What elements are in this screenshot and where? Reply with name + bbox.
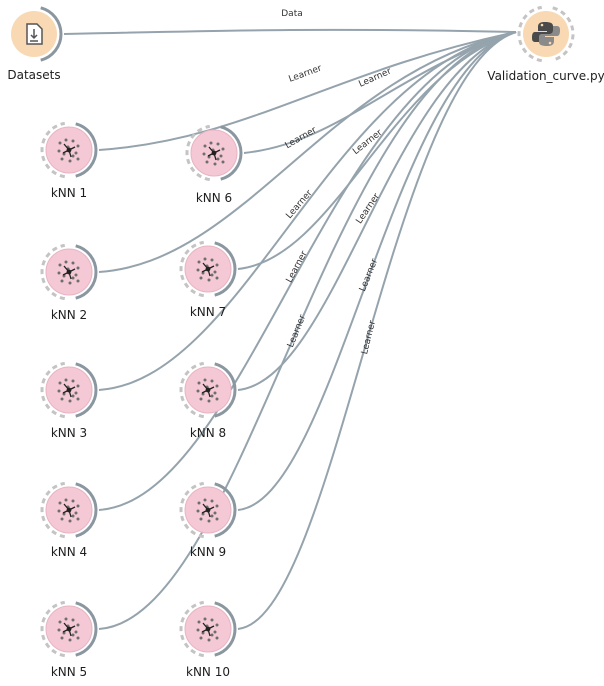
- knn-icon: [202, 141, 225, 166]
- input-channel-knn8[interactable]: [179, 361, 205, 419]
- link-label-knn5: Learner: [286, 313, 308, 349]
- output-channel-knn1[interactable]: [75, 122, 98, 178]
- link-label-knn6: Learner: [357, 66, 393, 89]
- link-knn3-to-validation[interactable]: [98, 31, 517, 391]
- node-datasets[interactable]: [11, 6, 63, 62]
- node-label-validation[interactable]: Validation_curve.py: [487, 69, 604, 83]
- link-label-knn9: Learner: [358, 257, 380, 293]
- link-label-knn2: Learner: [284, 125, 319, 151]
- input-channel-knn2[interactable]: [40, 243, 66, 301]
- node-validation[interactable]: [517, 5, 575, 63]
- output-channel-knn9[interactable]: [214, 482, 237, 538]
- knn-icon: [196, 378, 219, 403]
- knn-icon: [57, 498, 80, 523]
- node-knn5[interactable]: [40, 600, 98, 658]
- link-label-knn10: Learner: [360, 319, 378, 355]
- input-channel-validation[interactable]: [517, 5, 543, 63]
- link-label-datasets: Data: [281, 9, 303, 19]
- link-knn8-to-validation[interactable]: [237, 31, 517, 391]
- input-channel-knn1[interactable]: [40, 121, 66, 179]
- output-channel-knn10[interactable]: [214, 601, 237, 657]
- node-label-datasets[interactable]: Datasets: [7, 68, 61, 82]
- input-channel-knn7[interactable]: [179, 240, 205, 298]
- link-knn1-to-validation[interactable]: [98, 31, 517, 151]
- node-label-knn8[interactable]: kNN 8: [189, 426, 227, 440]
- knn-icon: [196, 257, 219, 282]
- link-label-knn3: Learner: [284, 188, 314, 221]
- output-channel-knn3[interactable]: [75, 362, 98, 418]
- node-knn3[interactable]: [40, 361, 98, 419]
- link-knn4-to-validation[interactable]: [98, 31, 517, 511]
- node-knn6[interactable]: [185, 124, 243, 182]
- download-icon: [26, 23, 43, 45]
- output-channel-knn5[interactable]: [75, 601, 98, 657]
- output-channel-knn6[interactable]: [220, 125, 243, 181]
- node-label-knn5[interactable]: kNN 5: [50, 665, 88, 679]
- output-channel-datasets[interactable]: [40, 6, 63, 62]
- knn-icon: [196, 498, 219, 523]
- nodes-layer: [11, 5, 575, 658]
- input-channel-knn3[interactable]: [40, 361, 66, 419]
- output-channel-knn8[interactable]: [214, 362, 237, 418]
- knn-icon: [57, 138, 80, 163]
- link-label-knn4: Learner: [285, 249, 310, 284]
- node-label-knn6[interactable]: kNN 6: [195, 191, 233, 205]
- link-knn7-to-validation[interactable]: [237, 31, 517, 270]
- node-knn7[interactable]: [179, 240, 237, 298]
- link-datasets-to-validation[interactable]: [63, 28, 517, 35]
- node-knn8[interactable]: [179, 361, 237, 419]
- node-label-knn3[interactable]: kNN 3: [50, 426, 88, 440]
- node-label-knn7[interactable]: kNN 7: [189, 305, 227, 319]
- input-channel-knn9[interactable]: [179, 481, 205, 539]
- output-channel-validation[interactable]: [552, 6, 575, 62]
- link-label-knn1: Learner: [287, 63, 323, 84]
- input-channel-knn6[interactable]: [185, 124, 211, 182]
- node-knn10[interactable]: [179, 600, 237, 658]
- output-channel-knn2[interactable]: [75, 244, 98, 300]
- node-knn4[interactable]: [40, 481, 98, 539]
- input-channel-knn4[interactable]: [40, 481, 66, 539]
- knn-icon: [196, 617, 219, 642]
- input-channel-knn5[interactable]: [40, 600, 66, 658]
- node-label-knn9[interactable]: kNN 9: [189, 545, 227, 559]
- node-label-knn2[interactable]: kNN 2: [50, 308, 88, 322]
- knn-icon: [57, 617, 80, 642]
- knn-icon: [57, 378, 80, 403]
- links-layer: Data Learner Learner Learner Learner Learner L…: [63, 9, 517, 630]
- output-channel-knn4[interactable]: [75, 482, 98, 538]
- knn-icon: [57, 260, 80, 285]
- link-knn5-to-validation[interactable]: [98, 31, 517, 630]
- link-knn2-to-validation[interactable]: [98, 31, 517, 273]
- node-knn9[interactable]: [179, 481, 237, 539]
- node-label-knn4[interactable]: kNN 4: [50, 545, 88, 559]
- node-knn2[interactable]: [40, 243, 98, 301]
- python-icon: [532, 22, 560, 46]
- output-channel-knn7[interactable]: [214, 241, 237, 297]
- link-knn10-to-validation[interactable]: [237, 31, 517, 630]
- input-channel-knn10[interactable]: [179, 600, 205, 658]
- node-knn1[interactable]: [40, 121, 98, 179]
- link-knn9-to-validation[interactable]: [237, 31, 517, 511]
- node-label-knn1[interactable]: kNN 1: [50, 186, 88, 200]
- node-label-knn10[interactable]: kNN 10: [186, 665, 230, 679]
